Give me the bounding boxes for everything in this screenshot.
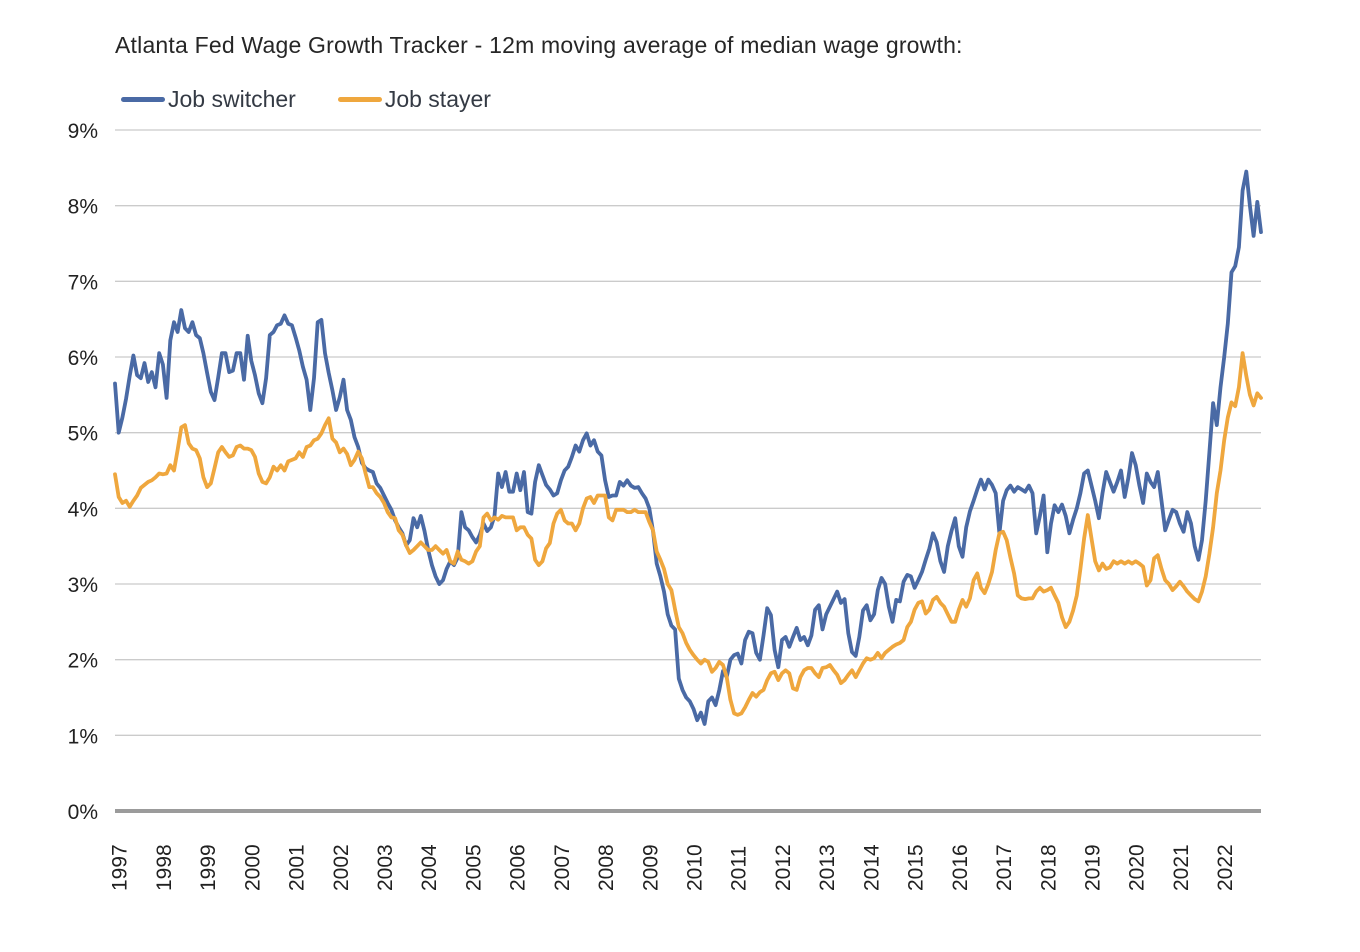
x-axis-label: 2005 — [462, 844, 485, 891]
x-axis-label: 2007 — [551, 844, 574, 891]
job-stayer-line-swatch — [337, 97, 382, 102]
job-switcher-line-swatch — [121, 97, 165, 102]
x-axis-label: 2017 — [993, 844, 1016, 891]
y-axis-label: 3% — [68, 574, 98, 597]
x-axis-label: 1997 — [109, 844, 132, 891]
legend-label-job-switcher: Job switcher — [168, 86, 296, 112]
y-axis-label: 2% — [68, 650, 98, 673]
legend-item-job-stayer: Job stayer — [337, 86, 491, 113]
x-axis-label: 2016 — [949, 844, 972, 891]
y-axis-label: 8% — [68, 196, 98, 219]
y-axis-label: 5% — [68, 423, 98, 446]
series-line-job-switcher — [113, 169, 1263, 726]
series-line-job-stayer — [113, 351, 1263, 717]
y-axis-label: 1% — [68, 725, 98, 748]
x-axis-label: 2018 — [1037, 844, 1060, 891]
x-axis-label: 1999 — [197, 844, 220, 891]
x-axis-label: 2011 — [728, 846, 751, 891]
x-axis-label: 2015 — [905, 844, 928, 891]
y-axis-label: 6% — [68, 347, 98, 370]
x-axis-label: 2002 — [330, 844, 353, 891]
y-axis-label: 4% — [68, 498, 98, 521]
x-axis-label: 2014 — [860, 844, 883, 891]
x-axis-label: 2010 — [684, 844, 707, 891]
x-axis-label: 2008 — [595, 844, 618, 891]
x-axis-label: 2021 — [1170, 844, 1193, 891]
x-axis-label: 2003 — [374, 844, 397, 891]
x-axis-label: 2022 — [1214, 844, 1237, 891]
legend: Job switcher Job stayer — [121, 86, 491, 113]
x-axis-label: 1998 — [153, 844, 176, 891]
y-axis-label: 7% — [68, 271, 98, 294]
legend-item-job-switcher: Job switcher — [121, 86, 296, 113]
x-axis-label: 2006 — [507, 844, 530, 891]
x-axis-label: 2020 — [1126, 844, 1149, 891]
x-axis-label: 2001 — [286, 844, 309, 891]
x-axis-label: 2009 — [639, 844, 662, 891]
y-axis-label: 0% — [68, 801, 98, 824]
x-axis-label: 2013 — [816, 844, 839, 891]
x-axis-label: 2019 — [1081, 844, 1104, 891]
y-axis-label: 9% — [68, 120, 98, 143]
x-axis-label: 2012 — [772, 844, 795, 891]
x-axis-label: 2004 — [418, 844, 441, 891]
chart-title: Atlanta Fed Wage Growth Tracker - 12m mo… — [115, 32, 963, 58]
legend-label-job-stayer: Job stayer — [384, 86, 491, 112]
x-axis-label: 2000 — [241, 844, 264, 891]
